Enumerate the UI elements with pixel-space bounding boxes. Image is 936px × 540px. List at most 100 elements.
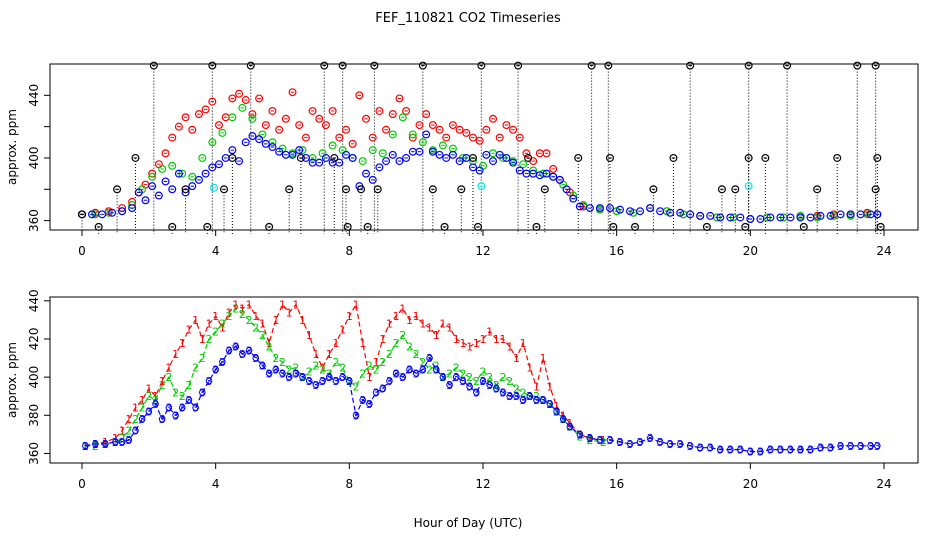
data-point-s3: 3 [132,425,139,438]
data-point-s3: 3 [326,371,333,384]
point-circle [807,446,814,453]
data-point-s1 [375,106,384,115]
point-circle [319,377,326,385]
data-point-s3: 3 [332,375,339,388]
point-circle [158,415,166,423]
point-circle [372,389,380,396]
data-point-s0 [744,153,753,162]
data-point-s3: 3 [433,364,440,377]
point-circle [239,350,246,358]
data-point-s2 [158,164,167,173]
x-tick-label: 0 [78,244,86,258]
point-circle [178,404,186,411]
data-point-s1 [161,149,170,158]
data-point-s3 [502,153,511,162]
point-circle [626,440,634,448]
data-point-s1 [348,139,357,148]
x-tick-label: 12 [475,244,490,258]
data-point-s3 [415,147,424,156]
data-point-s3 [435,150,444,159]
data-point-s3: 3 [874,440,881,453]
point-circle [519,396,527,404]
y-tick-label: 360 [27,209,41,232]
data-point-s2: 2 [520,386,527,399]
y-tick-label: 380 [27,404,41,427]
data-point-s2 [519,160,528,169]
data-point-s0 [296,153,305,162]
data-point-s3 [873,210,882,219]
point-circle [245,347,253,354]
point-circle [777,446,784,453]
data-point-s2: 2 [359,367,366,380]
data-point-s3: 3 [172,409,179,422]
data-point-s3 [98,210,107,219]
data-point-s1 [435,125,444,134]
point-circle [225,347,233,354]
data-point-s1 [295,121,304,130]
point-circle [716,446,724,453]
data-point-s1 [402,106,411,115]
data-point-s2: 2 [533,390,540,403]
data-point-s3 [118,207,127,216]
data-point-s3 [288,150,297,159]
y-tick-label: 420 [27,328,41,351]
data-point-s0 [370,61,379,70]
data-point-s2: 2 [413,348,420,361]
data-point-s3: 3 [777,444,784,457]
data-point-s1: 1 [500,333,507,346]
point-circle [656,438,664,446]
data-point-s3 [168,185,177,194]
data-point-s1: 1 [480,333,487,346]
data-point-s1: 1 [419,318,426,331]
data-point-s0 [357,185,366,194]
data-point-s3: 3 [546,398,553,411]
data-point-s3 [575,202,584,211]
data-point-s3: 3 [520,394,527,407]
point-circle [125,436,133,444]
data-point-s3 [382,157,391,166]
data-point-s0 [228,153,237,162]
top-drop-lines [81,65,882,234]
data-point-s3: 3 [586,432,593,445]
data-point-s1: 1 [112,432,119,445]
point-circle [499,389,507,396]
data-point-s1: 1 [486,325,493,338]
point-circle [586,434,594,442]
data-point-s3 [776,213,785,222]
x-tick-label: 0 [78,477,86,491]
data-point-s2: 2 [199,352,206,365]
data-point-s3: 3 [606,434,613,447]
data-point-s2 [238,103,247,112]
data-point-s2 [378,149,387,158]
x-tick-label: 4 [212,477,220,491]
data-point-s0 [168,222,177,231]
data-point-s3: 3 [139,413,146,426]
data-point-s1: 1 [279,299,286,312]
data-point-s1: 1 [119,425,126,438]
data-point-s3: 3 [647,432,654,445]
data-point-s1: 1 [600,434,607,447]
data-point-s1: 1 [426,322,433,335]
data-point-s3: 3 [540,394,547,407]
data-point-s2 [248,114,257,123]
data-point-s3: 3 [566,421,573,434]
data-point-s0 [741,222,750,231]
data-point-s1 [168,133,177,142]
data-point-s1 [228,94,237,103]
data-point-s0 [876,222,885,231]
data-point-s1 [549,164,558,173]
point-circle [539,396,547,404]
point-circle [312,381,320,389]
data-point-s2: 2 [125,425,132,438]
data-point-s3: 3 [480,375,487,388]
data-point-s1: 1 [366,371,373,384]
data-point-s3 [228,146,237,155]
point-circle [666,440,674,448]
data-point-s2 [358,157,367,166]
data-point-s1 [448,121,457,130]
y-tick-label: 440 [27,289,41,312]
data-point-s3: 3 [459,375,466,388]
point-circle [747,448,754,455]
data-point-s3 [188,182,197,191]
